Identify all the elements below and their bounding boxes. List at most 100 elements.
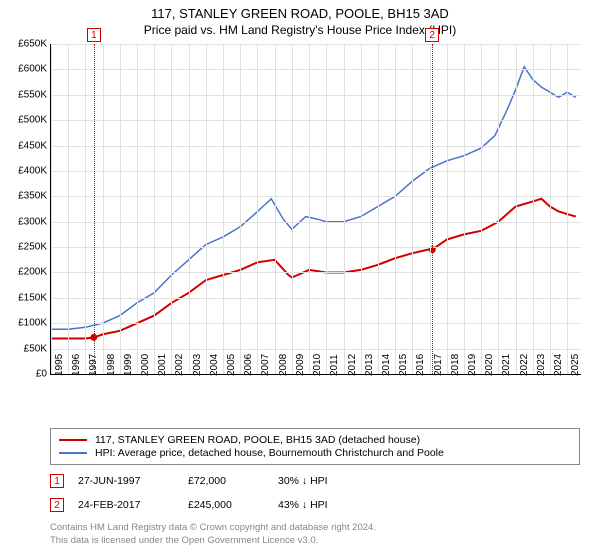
- gridline-h: [51, 349, 581, 350]
- hpi-line: [51, 67, 576, 330]
- gridline-h: [51, 44, 581, 45]
- gridline-h: [51, 222, 581, 223]
- gridline-h: [51, 95, 581, 96]
- gridline-h: [51, 272, 581, 273]
- transaction-row: 1 27-JUN-1997 £72,000 30% ↓ HPI: [50, 474, 580, 488]
- gridline-v: [326, 44, 327, 374]
- x-axis-label: 2007: [260, 354, 271, 376]
- legend-box: 117, STANLEY GREEN ROAD, POOLE, BH15 3AD…: [50, 428, 580, 465]
- legend-label: 117, STANLEY GREEN ROAD, POOLE, BH15 3AD…: [95, 434, 420, 446]
- y-axis-label: £350K: [18, 191, 47, 202]
- gridline-v: [344, 44, 345, 374]
- legend-swatch: [59, 452, 87, 454]
- x-axis-label: 2004: [209, 354, 220, 376]
- x-axis-label: 2009: [295, 354, 306, 376]
- y-axis-label: £100K: [18, 318, 47, 329]
- price-paid-line: [51, 199, 576, 339]
- x-axis-label: 2003: [192, 354, 203, 376]
- x-axis-label: 1995: [54, 354, 65, 376]
- y-axis-label: £650K: [18, 39, 47, 50]
- transaction-pct: 30% ↓ HPI: [278, 475, 388, 487]
- gridline-v: [189, 44, 190, 374]
- gridline-v: [430, 44, 431, 374]
- x-axis-label: 2006: [243, 354, 254, 376]
- transaction-date: 24-FEB-2017: [78, 499, 188, 511]
- gridline-h: [51, 247, 581, 248]
- gridline-h: [51, 146, 581, 147]
- marker-vline: [432, 44, 433, 374]
- y-axis-label: £200K: [18, 267, 47, 278]
- x-axis-label: 2017: [433, 354, 444, 376]
- gridline-v: [51, 44, 52, 374]
- legend-label: HPI: Average price, detached house, Bour…: [95, 447, 444, 459]
- y-axis-label: £500K: [18, 115, 47, 126]
- chart-lines-svg: [51, 44, 581, 374]
- gridline-h: [51, 298, 581, 299]
- gridline-v: [103, 44, 104, 374]
- x-axis-label: 2005: [226, 354, 237, 376]
- gridline-h: [51, 69, 581, 70]
- x-axis-label: 2024: [553, 354, 564, 376]
- gridline-v: [85, 44, 86, 374]
- gridline-v: [378, 44, 379, 374]
- marker-box-icon: 2: [425, 28, 439, 42]
- x-axis-label: 2016: [415, 354, 426, 376]
- transaction-marker-icon: 2: [50, 498, 64, 512]
- x-axis-label: 2023: [536, 354, 547, 376]
- credits-line: This data is licensed under the Open Gov…: [50, 535, 580, 548]
- x-axis-label: 2002: [174, 354, 185, 376]
- gridline-v: [240, 44, 241, 374]
- x-axis-label: 2014: [381, 354, 392, 376]
- gridline-v: [361, 44, 362, 374]
- gridline-v: [567, 44, 568, 374]
- x-axis-label: 2025: [570, 354, 581, 376]
- x-axis-label: 1996: [71, 354, 82, 376]
- credits: Contains HM Land Registry data © Crown c…: [50, 522, 580, 548]
- x-axis-label: 2011: [329, 354, 340, 376]
- gridline-h: [51, 323, 581, 324]
- transaction-price: £72,000: [188, 475, 278, 487]
- gridline-v: [154, 44, 155, 374]
- x-axis-label: 2015: [398, 354, 409, 376]
- y-axis-label: £400K: [18, 165, 47, 176]
- x-axis-label: 2013: [364, 354, 375, 376]
- x-axis-label: 2010: [312, 354, 323, 376]
- marker-vline: [94, 44, 95, 374]
- gridline-v: [120, 44, 121, 374]
- gridline-v: [223, 44, 224, 374]
- gridline-v: [206, 44, 207, 374]
- gridline-h: [51, 171, 581, 172]
- gridline-v: [447, 44, 448, 374]
- gridline-v: [533, 44, 534, 374]
- marker-box-icon: 1: [87, 28, 101, 42]
- gridline-v: [412, 44, 413, 374]
- x-axis-label: 2019: [467, 354, 478, 376]
- gridline-v: [275, 44, 276, 374]
- y-axis-label: £550K: [18, 89, 47, 100]
- credits-line: Contains HM Land Registry data © Crown c…: [50, 522, 580, 535]
- x-axis-label: 1998: [106, 354, 117, 376]
- transaction-date: 27-JUN-1997: [78, 475, 188, 487]
- x-axis-label: 2001: [157, 354, 168, 376]
- legend-row-hpi: HPI: Average price, detached house, Bour…: [59, 447, 571, 459]
- gridline-v: [68, 44, 69, 374]
- transaction-row: 2 24-FEB-2017 £245,000 43% ↓ HPI: [50, 498, 580, 512]
- gridline-v: [464, 44, 465, 374]
- y-axis-label: £600K: [18, 64, 47, 75]
- gridline-v: [395, 44, 396, 374]
- x-axis-label: 1999: [123, 354, 134, 376]
- plot-area: £0£50K£100K£150K£200K£250K£300K£350K£400…: [50, 44, 581, 375]
- gridline-v: [309, 44, 310, 374]
- gridline-v: [137, 44, 138, 374]
- y-axis-label: £250K: [18, 242, 47, 253]
- y-axis-label: £150K: [18, 292, 47, 303]
- legend-swatch: [59, 439, 87, 441]
- y-axis-label: £50K: [24, 343, 47, 354]
- gridline-v: [292, 44, 293, 374]
- x-axis-label: 2020: [484, 354, 495, 376]
- transaction-price: £245,000: [188, 499, 278, 511]
- y-axis-label: £0: [36, 369, 47, 380]
- gridline-v: [257, 44, 258, 374]
- y-axis-label: £450K: [18, 140, 47, 151]
- gridline-v: [171, 44, 172, 374]
